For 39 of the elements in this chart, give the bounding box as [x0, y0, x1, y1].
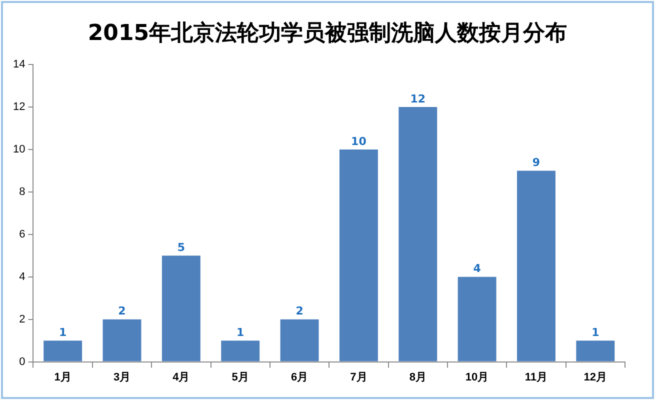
x-tick-label: 7月 [350, 371, 368, 384]
y-tick-label: 12 [12, 101, 26, 114]
y-tick-label: 2 [19, 313, 26, 326]
y-tick-label: 14 [12, 58, 26, 71]
x-tick-label: 10月 [465, 371, 489, 384]
y-tick-label: 8 [19, 186, 26, 198]
x-tick-label: 3月 [113, 371, 131, 384]
bar [280, 319, 319, 362]
data-label: 12 [410, 92, 426, 106]
x-tick-label: 4月 [172, 371, 190, 384]
data-label: 1 [58, 326, 67, 339]
bar [339, 150, 378, 362]
y-tick-label: 4 [19, 270, 26, 283]
bar [517, 170, 556, 362]
x-tick-label: 12月 [584, 371, 608, 384]
bar [162, 256, 200, 362]
y-tick-label: 6 [19, 228, 26, 240]
bar [458, 276, 496, 362]
data-label: 2 [296, 304, 304, 318]
x-tick-label: 6月 [290, 371, 308, 384]
bar [398, 107, 438, 362]
x-tick-label: 11月 [524, 371, 548, 384]
data-label: 1 [592, 326, 600, 339]
data-label: 5 [177, 241, 186, 254]
data-label: 9 [532, 156, 540, 170]
bar [576, 340, 615, 362]
chart-title: 2015年北京法轮功学员被强制洗脑人数按月分布 [86, 20, 568, 48]
x-tick-label: 1月 [54, 371, 72, 384]
data-label: 10 [351, 134, 367, 148]
data-label: 1 [236, 326, 244, 339]
x-tick-label: 5月 [232, 371, 249, 384]
y-tick-label: 0 [19, 356, 26, 368]
bar [44, 340, 82, 362]
x-tick-label: 8月 [409, 371, 426, 384]
data-label: 4 [473, 262, 482, 276]
data-label: 2 [118, 304, 126, 318]
bar [102, 319, 142, 362]
y-tick-label: 10 [12, 144, 26, 156]
bar [221, 340, 260, 362]
